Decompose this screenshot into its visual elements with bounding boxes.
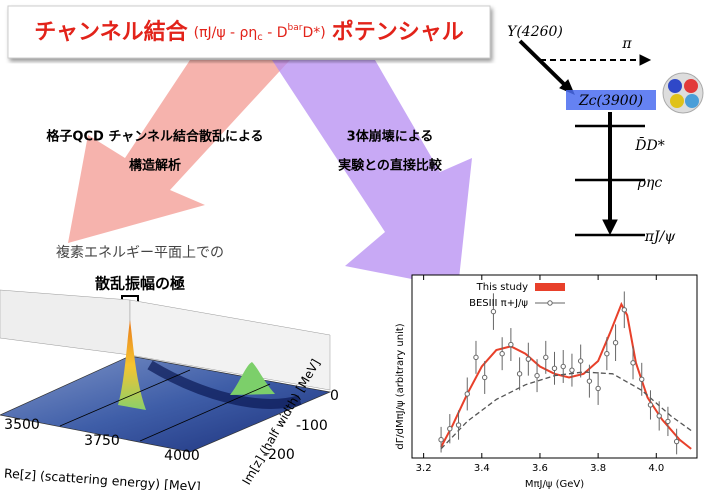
data-point bbox=[439, 438, 443, 442]
x-tick-label: 4.0 bbox=[648, 463, 664, 474]
data-point bbox=[517, 372, 521, 376]
legend-swatch bbox=[535, 283, 565, 291]
legend-swatch bbox=[548, 301, 552, 305]
data-point bbox=[587, 379, 591, 383]
data-point bbox=[631, 361, 635, 365]
data-point bbox=[570, 368, 574, 372]
data-point bbox=[552, 366, 556, 370]
im-tick-label: 0 bbox=[330, 388, 339, 404]
data-point bbox=[509, 342, 513, 346]
data-point bbox=[544, 355, 548, 359]
slide: チャンネル結合(πJ/ψ - ρηc - DbarD*)ポテンシャル 格子QCD… bbox=[0, 0, 711, 490]
data-point bbox=[526, 357, 530, 361]
data-point bbox=[578, 359, 582, 363]
pole-note: 散乱振幅の極 bbox=[95, 275, 185, 293]
data-point bbox=[596, 386, 600, 390]
data-point bbox=[666, 419, 670, 423]
lattice-arrow bbox=[68, 60, 290, 243]
title-channel: bar bbox=[288, 23, 303, 33]
data-point bbox=[465, 392, 469, 396]
x-tick-label: 3.6 bbox=[532, 463, 548, 474]
page: チャンネル結合(πJ/ψ - ρηc - DbarD*)ポテンシャル 格子QCD… bbox=[0, 0, 711, 490]
data-point bbox=[448, 427, 452, 431]
im-tick-label: -100 bbox=[296, 418, 328, 434]
x-axis-label: MπJ/ψ (GeV) bbox=[525, 479, 584, 490]
title-channel: D*) bbox=[302, 25, 325, 41]
decay-channel: D̄D* bbox=[634, 136, 664, 154]
decay-resonance: Zc(3900) bbox=[578, 93, 643, 109]
arrow-label: 構造解析 bbox=[129, 158, 181, 174]
decay-channel: ρηc bbox=[637, 175, 663, 191]
x-tick-label: 3.4 bbox=[474, 463, 490, 474]
decay-diagram bbox=[520, 41, 703, 235]
x-tick-label: 3.2 bbox=[416, 463, 432, 474]
data-point bbox=[622, 308, 626, 312]
decay-channel: πJ/ψ bbox=[644, 229, 677, 245]
data-point bbox=[648, 403, 652, 407]
arrow-label: 格子QCD チャンネル結合散乱による bbox=[46, 129, 263, 145]
data-point bbox=[500, 351, 504, 355]
data-point bbox=[561, 364, 565, 368]
re-tick-label: 4000 bbox=[164, 448, 200, 464]
x-tick-label: 3.8 bbox=[590, 463, 606, 474]
data-point bbox=[605, 351, 609, 355]
data-point bbox=[640, 377, 644, 381]
title-channel: (πJ/ψ - ρη bbox=[194, 25, 258, 41]
data-point bbox=[483, 375, 487, 379]
data-point bbox=[535, 373, 539, 377]
title-main: チャンネル結合 bbox=[34, 19, 188, 45]
data-point bbox=[456, 423, 460, 427]
decay-emitted: π bbox=[621, 36, 632, 52]
y-axis-label: dΓ/dMπJ/ψ (arbitrary unit) bbox=[395, 323, 406, 449]
data-point bbox=[474, 355, 478, 359]
data-point bbox=[613, 341, 617, 345]
re-tick-label: 3750 bbox=[84, 433, 120, 449]
experiment-arrow bbox=[272, 60, 472, 288]
legend-label: BESIII π+J/ψ bbox=[469, 298, 528, 309]
title-channel: - D bbox=[263, 25, 288, 41]
data-point bbox=[657, 414, 661, 418]
re-axis-label: Re[z] (scattering energy) [MeV] bbox=[4, 466, 202, 490]
data-point bbox=[491, 309, 495, 313]
arrow-label: 実験との直接比較 bbox=[338, 158, 443, 174]
re-tick-label: 3500 bbox=[4, 417, 40, 433]
legend-label: This study bbox=[476, 282, 528, 293]
title-suffix: ポテンシャル bbox=[332, 19, 464, 45]
data-point bbox=[674, 439, 678, 443]
decay-parent: Y(4260) bbox=[507, 24, 563, 40]
pole-note: 複素エネルギー平面上での bbox=[56, 244, 224, 261]
arrow-label: 3体崩壊による bbox=[347, 129, 434, 145]
